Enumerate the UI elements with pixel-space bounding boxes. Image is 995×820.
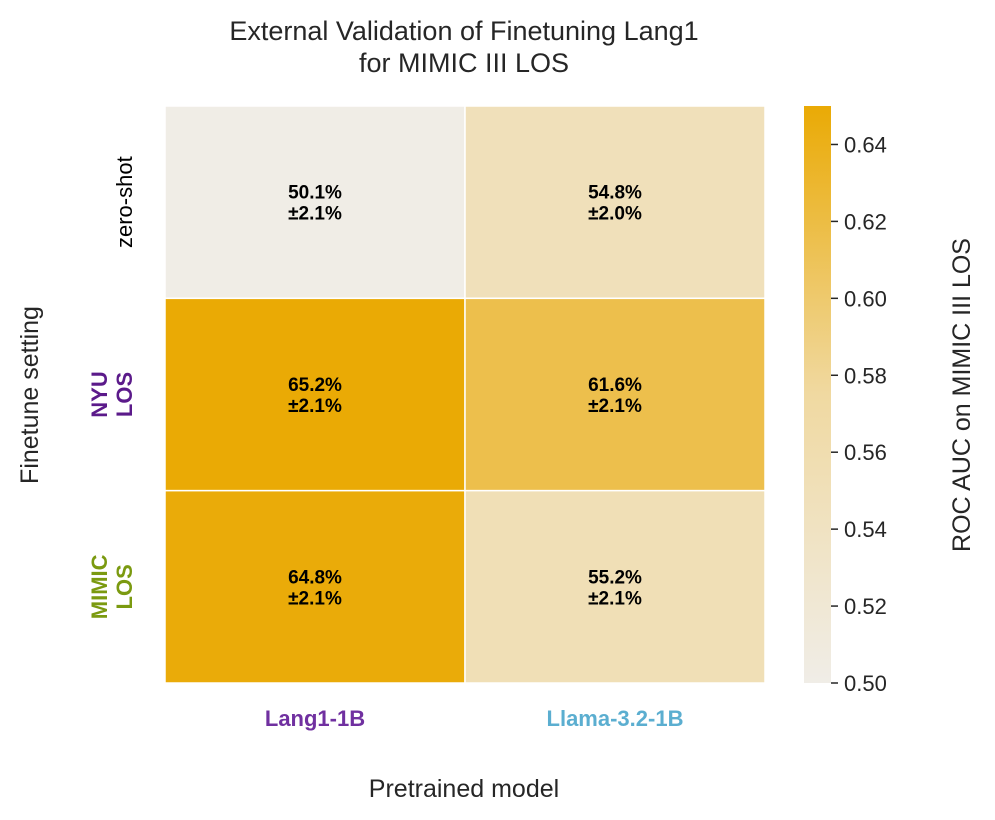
cell-annotation: ±2.1% bbox=[588, 588, 642, 609]
y-axis-label: Finetune setting bbox=[16, 306, 44, 484]
cell-annotation: ±2.1% bbox=[288, 396, 342, 417]
heatmap-cell bbox=[164, 489, 466, 684]
chart-title-line-1: External Validation of Finetuning Lang1 bbox=[229, 16, 698, 46]
heatmap-cells: 50.1%±2.1%54.8%±2.0%65.2%±2.1%61.6%±2.1%… bbox=[164, 105, 766, 684]
y-tick-label: LOS bbox=[112, 564, 137, 609]
heatmap-cell bbox=[164, 105, 466, 300]
x-category-labels: Lang1-1B Llama-3.2-1B bbox=[265, 706, 684, 731]
cell-annotation: ±2.1% bbox=[288, 204, 342, 225]
colorbar-label: ROC AUC on MIMIC III LOS bbox=[948, 238, 976, 552]
x-tick-label: Lang1-1B bbox=[265, 706, 365, 731]
cell-annotation: 50.1% bbox=[288, 183, 342, 204]
y-tick-label: LOS bbox=[112, 372, 137, 417]
colorbar-tick-label: 0.50 bbox=[844, 671, 887, 696]
cell-annotation: 54.8% bbox=[588, 183, 642, 204]
y-tick-label: zero-shot bbox=[112, 156, 137, 248]
colorbar-ticks: 0.50 0.52 0.54 0.56 0.58 0.60 0.62 0.64 bbox=[831, 132, 887, 696]
cell-annotation: 64.8% bbox=[288, 567, 342, 588]
colorbar-tick-label: 0.60 bbox=[844, 286, 887, 311]
colorbar-tick-label: 0.58 bbox=[844, 363, 887, 388]
cell-annotation: 55.2% bbox=[588, 567, 642, 588]
x-tick-label: Llama-3.2-1B bbox=[547, 706, 684, 731]
cell-annotation: 61.6% bbox=[588, 375, 642, 396]
y-tick-label: MIMIC bbox=[87, 554, 112, 619]
cell-annotation: ±2.1% bbox=[588, 396, 642, 417]
colorbar bbox=[804, 106, 831, 683]
colorbar-tick-label: 0.56 bbox=[844, 440, 887, 465]
x-axis-label: Pretrained model bbox=[369, 775, 559, 803]
colorbar-tick-label: 0.62 bbox=[844, 209, 887, 234]
heatmap-cell bbox=[464, 105, 766, 300]
heatmap-cell bbox=[464, 297, 766, 492]
heatmap-cell bbox=[164, 297, 466, 492]
cell-annotation: 65.2% bbox=[288, 375, 342, 396]
cell-annotation: ±2.1% bbox=[288, 588, 342, 609]
heatmap-cell bbox=[464, 489, 766, 684]
chart-title-line-2: for MIMIC III LOS bbox=[359, 48, 569, 78]
colorbar-tick-label: 0.52 bbox=[844, 594, 887, 619]
colorbar-tick-label: 0.64 bbox=[844, 132, 887, 157]
y-tick-label: NYU bbox=[87, 371, 112, 417]
colorbar-tick-label: 0.54 bbox=[844, 517, 887, 542]
cell-annotation: ±2.0% bbox=[588, 204, 642, 225]
